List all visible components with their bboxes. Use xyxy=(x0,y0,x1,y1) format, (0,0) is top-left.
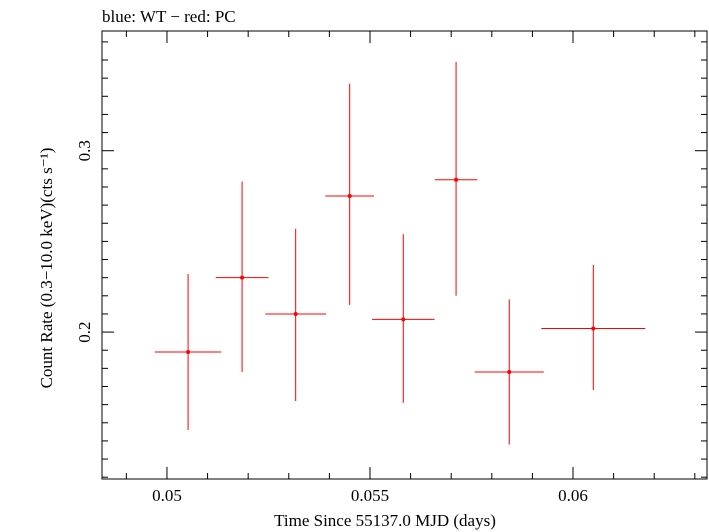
point-marker xyxy=(591,326,596,331)
data-point xyxy=(541,264,646,391)
x-tick-label: 0.05 xyxy=(152,486,182,505)
point-marker xyxy=(454,177,459,182)
point-marker xyxy=(240,275,245,280)
point-marker xyxy=(347,194,352,199)
data-point xyxy=(215,181,269,372)
y-axis-label: Count Rate (0.3−10.0 keV)(cts s⁻¹) xyxy=(37,148,56,389)
data-point xyxy=(154,274,222,431)
x-tick-label: 0.06 xyxy=(558,486,588,505)
data-point xyxy=(325,83,375,305)
data-point xyxy=(434,61,478,296)
data-point xyxy=(474,299,544,445)
point-marker xyxy=(293,311,298,316)
x-axis-label: Time Since 55137.0 MJD (days) xyxy=(274,511,496,530)
point-marker xyxy=(186,350,191,355)
x-tick-label: 0.055 xyxy=(351,486,389,505)
axis-ticks: 0.05 0.055 0.06 0.2 0.3 xyxy=(75,31,707,505)
y-tick-label: 0.2 xyxy=(75,321,94,342)
y-tick-label: 0.3 xyxy=(75,140,94,161)
point-marker xyxy=(401,317,406,322)
chart-title: blue: WT − red: PC xyxy=(102,7,236,26)
data-point xyxy=(372,234,435,403)
data-point xyxy=(265,228,327,402)
data-points xyxy=(154,61,646,445)
point-marker xyxy=(507,369,512,374)
plot-frame xyxy=(101,30,708,480)
